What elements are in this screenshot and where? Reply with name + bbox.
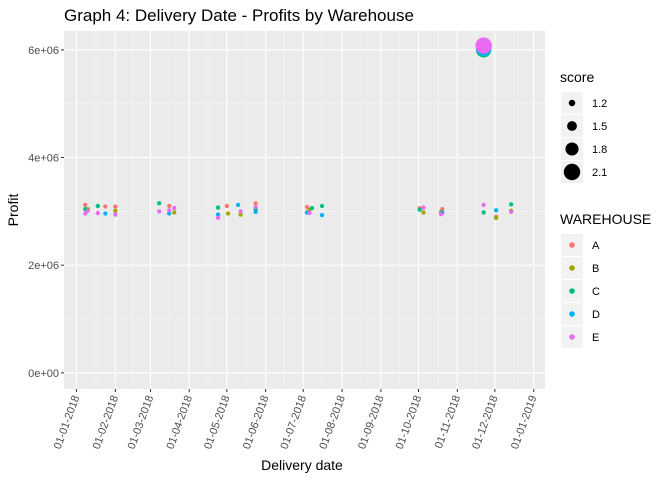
data-point-e: [83, 211, 88, 216]
data-point-e: [85, 208, 90, 213]
data-point-a: [224, 203, 229, 209]
size-legend-label: 2.1: [592, 167, 607, 179]
size-legend-label: 1.8: [592, 144, 607, 156]
data-point-c: [509, 202, 514, 207]
color-legend-label: C: [592, 286, 600, 298]
chart-title: Graph 4: Delivery Date - Profits by Ware…: [64, 6, 414, 25]
data-point-a: [113, 204, 118, 209]
data-point-e: [95, 210, 100, 216]
data-point-a: [103, 204, 108, 209]
data-point-d: [215, 212, 221, 217]
color-legend-symbol: [569, 265, 575, 271]
color-legend-symbol: [569, 311, 575, 317]
data-point-d: [167, 211, 172, 216]
data-points: [83, 37, 514, 220]
data-point-e: [172, 205, 177, 211]
data-point-a: [167, 203, 172, 209]
size-legend: score 1.2 1.5 1.8 2.1: [560, 69, 607, 183]
data-point-c: [417, 207, 422, 212]
data-point-c: [157, 201, 162, 206]
x-tick-label: 01-01-2019: [509, 394, 540, 451]
size-legend-symbol: [567, 121, 577, 131]
data-point-d: [103, 211, 108, 216]
x-tick-label: 01-05-2018: [202, 394, 233, 451]
color-legend-label: A: [592, 240, 600, 252]
color-legend-label: B: [592, 263, 599, 275]
data-point-b: [113, 208, 118, 213]
x-tick-label: 01-12-2018: [470, 394, 501, 451]
data-point-b: [172, 210, 177, 215]
data-point-e: [113, 212, 118, 217]
data-point-c: [95, 203, 100, 209]
y-axis-title: Profit: [5, 194, 21, 227]
size-legend-title: score: [560, 69, 594, 85]
color-legend-symbol: [569, 242, 575, 248]
y-tick-label: 4e+06: [28, 153, 59, 165]
data-point-e: [215, 215, 221, 220]
data-point-b: [225, 211, 231, 216]
x-tick-label: 01-02-2018: [91, 394, 122, 451]
data-point-d: [493, 208, 499, 213]
data-point-b: [238, 212, 243, 217]
plot-panel: [64, 31, 545, 389]
size-legend-symbol: [563, 163, 581, 181]
data-point-e: [481, 202, 486, 208]
data-point-c: [215, 205, 221, 210]
data-point-e: [167, 208, 172, 213]
data-point-d: [319, 212, 325, 218]
y-tick-label: 0e+00: [28, 368, 59, 380]
data-point-e: [438, 211, 444, 217]
color-legend-symbol: [569, 334, 575, 340]
data-point-d: [253, 209, 258, 215]
color-legend-title: WAREHOUSE: [560, 211, 651, 227]
data-point-a: [253, 201, 258, 206]
data-point-e: [157, 209, 162, 214]
color-legend-label: E: [592, 332, 599, 344]
data-point-a: [83, 202, 88, 208]
y-tick-label: 2e+06: [28, 260, 59, 272]
data-point-e: [475, 37, 492, 54]
data-point-b: [493, 215, 499, 220]
size-legend-symbol: [568, 99, 576, 107]
minor-gridlines: [64, 31, 545, 389]
x-tick-label: 01-04-2018: [165, 394, 196, 451]
data-point-c: [481, 210, 486, 215]
y-axis: 0e+00 2e+06 4e+06 6e+06: [28, 45, 64, 380]
data-point-e: [307, 210, 312, 216]
x-tick-label: 01-06-2018: [241, 394, 272, 451]
x-tick-label: 01-03-2018: [126, 394, 157, 451]
data-point-e: [509, 209, 514, 215]
x-axis: 01-01-2018 01-02-2018 01-03-2018 01-04-2018…: [52, 389, 540, 451]
y-tick-label: 6e+06: [28, 45, 59, 57]
data-point-b: [421, 210, 426, 215]
data-point-a: [304, 204, 310, 210]
x-tick-label: 01-07-2018: [279, 394, 310, 451]
data-point-d: [235, 202, 241, 208]
x-tick-label: 01-11-2018: [433, 394, 463, 450]
data-point-e: [421, 205, 426, 210]
x-tick-label: 01-09-2018: [356, 394, 387, 451]
size-legend-label: 1.5: [592, 121, 607, 133]
x-axis-title: Delivery date: [261, 457, 343, 473]
data-point-e: [253, 204, 258, 210]
data-point-c: [309, 205, 315, 211]
color-legend-symbol: [569, 288, 575, 294]
x-tick-label: 01-10-2018: [394, 394, 425, 451]
data-point-e: [238, 209, 243, 214]
data-point-c: [319, 203, 325, 209]
size-legend-symbol: [565, 142, 579, 156]
x-tick-label: 01-08-2018: [317, 394, 348, 451]
color-legend-label: D: [592, 309, 600, 321]
x-tick-label: 01-01-2018: [52, 394, 83, 451]
size-legend-label: 1.2: [592, 98, 607, 110]
